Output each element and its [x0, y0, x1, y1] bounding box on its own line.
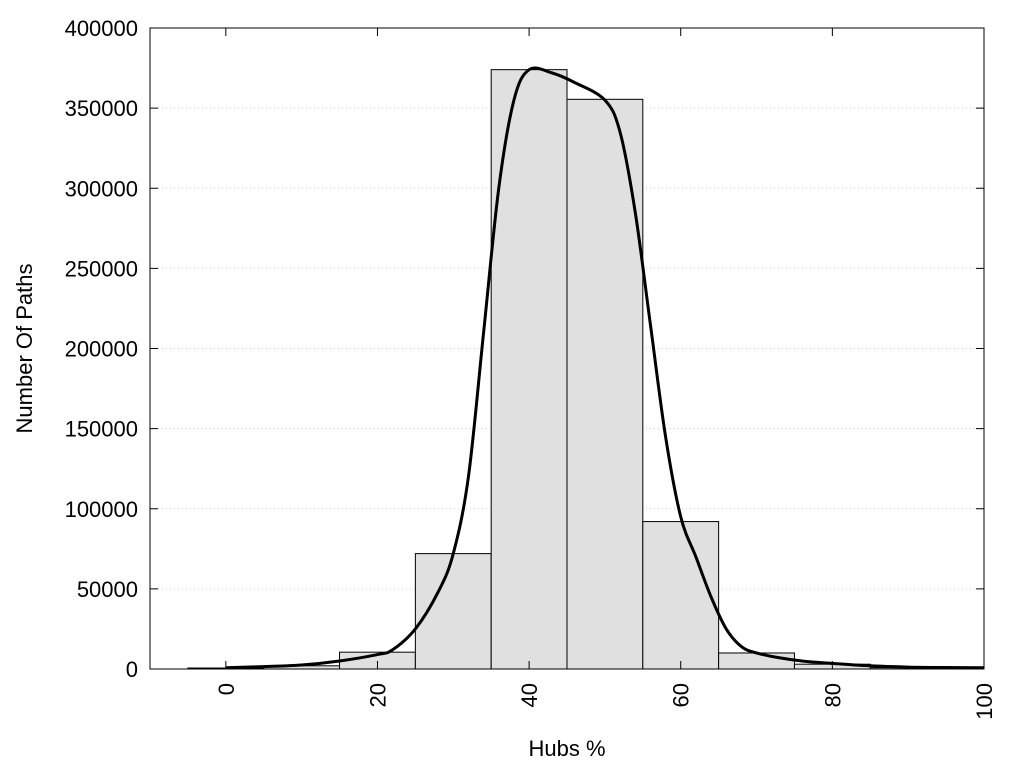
y-tick-label: 150000: [65, 417, 138, 442]
y-tick-label: 100000: [65, 497, 138, 522]
x-tick-label: 0: [214, 683, 239, 695]
x-tick-label: 80: [820, 683, 845, 707]
bars: [187, 69, 947, 670]
x-axis-ticks: 0 20 40 60 80 100: [214, 28, 997, 720]
y-tick-label: 400000: [65, 16, 138, 41]
x-tick-label: 40: [517, 683, 542, 707]
x-axis-label: Hubs %: [528, 736, 605, 761]
density-curve: [225, 66, 985, 670]
y-tick-label: 350000: [65, 96, 138, 121]
histogram-bar: [490, 69, 568, 670]
y-axis-ticks: 0 50000 100000 150000 200000 250000 300000 3500…: [65, 16, 984, 682]
histogram-bar: [642, 521, 720, 670]
x-tick-label: 60: [669, 683, 694, 707]
y-tick-label: 50000: [77, 577, 138, 602]
y-tick-label: 250000: [65, 256, 138, 281]
x-tick-label: 20: [365, 683, 390, 707]
y-tick-label: 300000: [65, 176, 138, 201]
x-tick-label: 100: [972, 683, 997, 720]
y-tick-label: 200000: [65, 337, 138, 362]
y-axis-label: Number Of Paths: [12, 264, 37, 434]
histogram-bar: [566, 98, 644, 670]
histogram-bar: [718, 652, 795, 670]
y-tick-label: 0: [126, 657, 138, 682]
